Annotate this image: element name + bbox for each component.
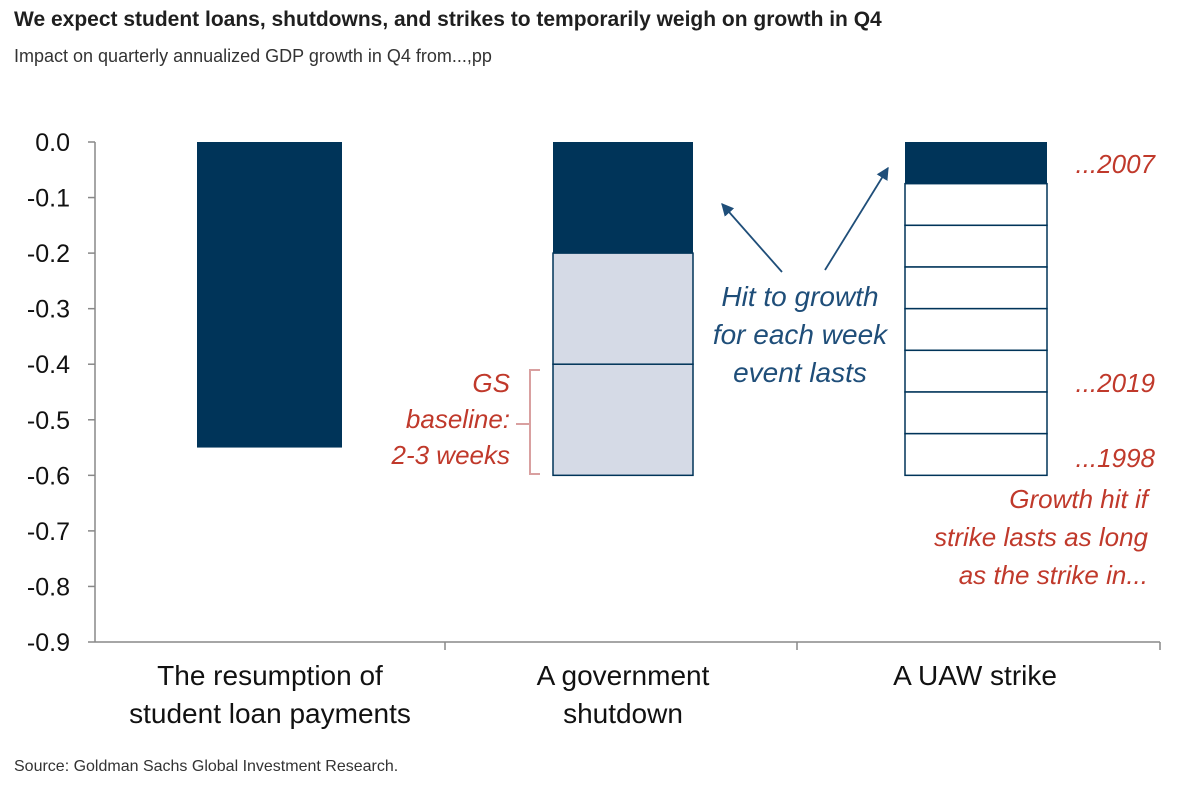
bar-segment: [904, 224, 1048, 268]
y-tick-label: 0.0: [35, 129, 70, 157]
y-tick-label: -0.5: [27, 407, 70, 435]
y-tick-label: -0.4: [27, 351, 70, 379]
category-label: A government: [537, 660, 710, 691]
bar-segment: [904, 307, 1048, 352]
y-tick-label: -0.2: [27, 240, 70, 268]
chart-title: We expect student loans, shutdowns, and …: [14, 8, 882, 31]
gs-baseline-label: baseline:: [406, 404, 510, 434]
arrow-to-strike: [824, 166, 889, 271]
y-tick-label: -0.9: [27, 629, 70, 657]
y-tick-label: -0.7: [27, 518, 70, 546]
hit-per-week-label: for each week: [713, 319, 889, 350]
bar-segment: [552, 363, 694, 477]
source-note: Source: Goldman Sachs Global Investment …: [14, 758, 399, 775]
category-label: shutdown: [563, 698, 683, 729]
bar-segment: [904, 349, 1048, 393]
bar-segment: [905, 142, 1047, 184]
baseline-bracket: [529, 369, 540, 475]
annotation-layer: GS baseline: 2-3 weeks Hit to growth for eac…: [391, 149, 1157, 590]
bar-segment: [904, 182, 1048, 227]
bar-segment: [197, 142, 342, 448]
hit-per-week-label: event lasts: [733, 357, 867, 388]
bar-segment: [552, 252, 694, 365]
strike-1998-label: ...1998: [1075, 443, 1155, 473]
axis-layer: 0.0 -0.1 -0.2 -0.3 -0.4 -0.5 -0.6 -0.7 -0.8 -0.9 T…: [27, 129, 1161, 729]
bar-layer: [197, 142, 1048, 477]
gs-baseline-label: 2-3 weeks: [391, 440, 511, 470]
bar-segment: [904, 266, 1048, 310]
gs-baseline-label: GS: [472, 368, 510, 398]
strike-note-label: as the strike in...: [959, 560, 1148, 590]
strike-note-label: strike lasts as long: [934, 522, 1148, 552]
y-tick-label: -0.6: [27, 462, 70, 490]
category-label: The resumption of: [157, 660, 383, 691]
hit-per-week-label: Hit to growth: [721, 281, 878, 312]
category-label: student loan payments: [129, 698, 411, 729]
strike-2007-label: ...2007: [1075, 149, 1156, 179]
y-tick-label: -0.1: [27, 185, 70, 213]
bar-segment: [904, 432, 1048, 477]
bar-segment: [553, 142, 693, 254]
category-label: A UAW strike: [893, 660, 1057, 691]
bar-segment: [904, 391, 1048, 435]
chart-subtitle: Impact on quarterly annualized GDP growt…: [14, 46, 492, 66]
y-tick-label: -0.8: [27, 573, 70, 601]
arrow-to-shutdown: [721, 203, 783, 273]
strike-2019-label: ...2019: [1075, 368, 1155, 398]
y-tick-label: -0.3: [27, 296, 70, 324]
strike-note-label: Growth hit if: [1009, 484, 1150, 514]
